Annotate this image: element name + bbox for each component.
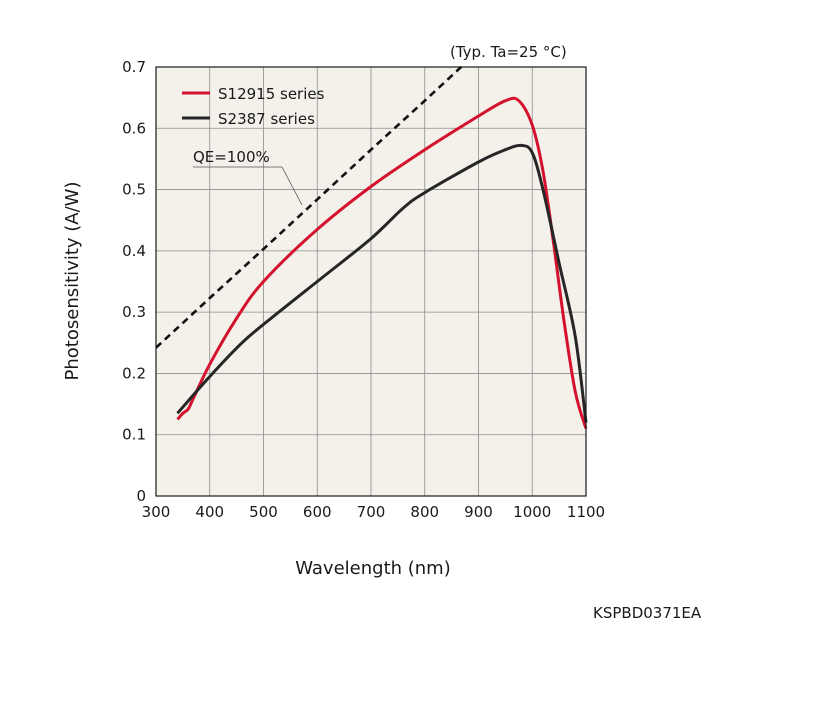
x-tick-label: 1000: [513, 503, 551, 521]
legend-label-s2387: S2387 series: [218, 110, 315, 128]
y-tick-label: 0.5: [122, 181, 146, 199]
x-tick-label: 900: [464, 503, 493, 521]
y-tick-label: 0.1: [122, 426, 146, 444]
legend-label-s12915: S12915 series: [218, 85, 325, 103]
x-axis-title: Wavelength (nm): [295, 558, 451, 579]
qe-annotation: QE=100%: [193, 148, 303, 206]
y-axis-title: Photosensitivity (A/W): [62, 182, 83, 381]
series-line-1: [176, 143, 588, 423]
legend: S12915 series S2387 series: [182, 85, 325, 128]
y-tick-label: 0: [136, 487, 146, 505]
x-tick-label: 300: [142, 503, 171, 521]
y-tick-label: 0.4: [122, 242, 146, 260]
condition-note: (Typ. Ta=25 °C): [450, 43, 567, 61]
plot-frame: [155, 66, 587, 497]
tick-labels: 300 400 500 600 700 800 900 1000 1100 0 0.1 0.2 0.3 0…: [122, 58, 605, 521]
y-tick-label: 0.6: [122, 119, 146, 137]
y-tick-label: 0.3: [122, 303, 146, 321]
x-tick-label: 800: [410, 503, 439, 521]
x-tick-label: 600: [303, 503, 332, 521]
x-tick-label: 500: [249, 503, 278, 521]
x-tick-label: 700: [357, 503, 386, 521]
y-tick-label: 0.7: [122, 58, 146, 76]
series-group: [155, 62, 588, 430]
qe-label: QE=100%: [193, 148, 270, 166]
qe-leader-line: [281, 166, 303, 206]
series-line-qe100: [155, 62, 466, 349]
x-tick-label: 1100: [567, 503, 605, 521]
figure-code: KSPBD0371EA: [593, 604, 702, 622]
x-tick-label: 400: [195, 503, 224, 521]
y-tick-label: 0.2: [122, 364, 146, 382]
